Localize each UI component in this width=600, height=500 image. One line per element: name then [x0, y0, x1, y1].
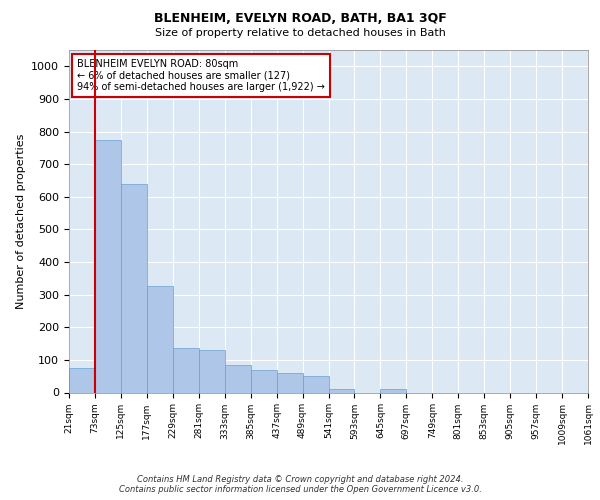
Text: BLENHEIM EVELYN ROAD: 80sqm
← 6% of detached houses are smaller (127)
94% of sem: BLENHEIM EVELYN ROAD: 80sqm ← 6% of deta… — [77, 58, 325, 92]
Bar — [147, 286, 173, 393]
Bar — [329, 389, 355, 392]
Bar — [380, 389, 406, 392]
Bar — [69, 368, 95, 392]
Text: Size of property relative to detached houses in Bath: Size of property relative to detached ho… — [155, 28, 445, 38]
Bar — [251, 370, 277, 392]
Bar — [173, 348, 199, 393]
Bar — [121, 184, 147, 392]
Text: Contains HM Land Registry data © Crown copyright and database right 2024.
Contai: Contains HM Land Registry data © Crown c… — [119, 474, 481, 494]
Bar — [302, 376, 329, 392]
Bar — [199, 350, 224, 393]
Bar — [95, 140, 121, 392]
Y-axis label: Number of detached properties: Number of detached properties — [16, 134, 26, 309]
Bar — [277, 373, 302, 392]
Text: BLENHEIM, EVELYN ROAD, BATH, BA1 3QF: BLENHEIM, EVELYN ROAD, BATH, BA1 3QF — [154, 12, 446, 26]
Bar — [224, 365, 251, 392]
